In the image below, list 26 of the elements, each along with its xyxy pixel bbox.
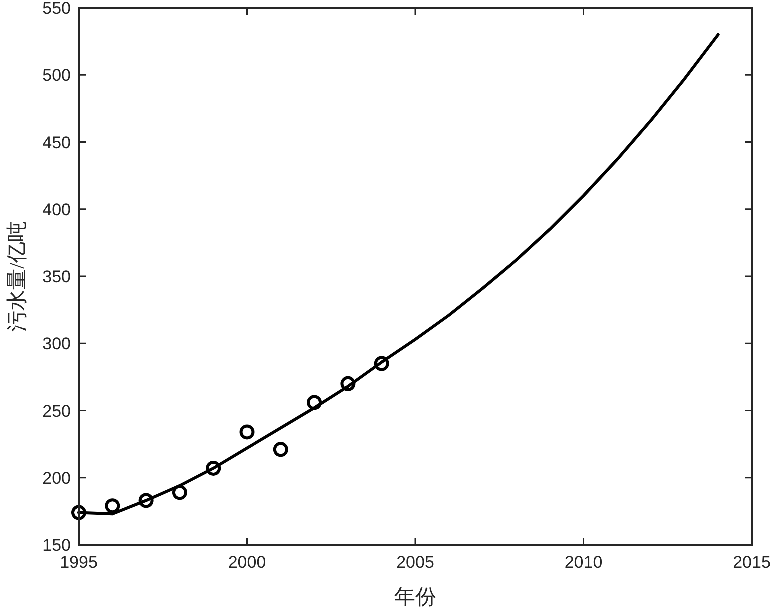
x-tick-label: 2015 xyxy=(733,553,771,572)
point xyxy=(340,376,356,392)
x-tick-label: 2010 xyxy=(564,553,603,572)
x-tick-label: 2005 xyxy=(396,553,434,572)
point xyxy=(273,442,288,458)
x-tick-label: 2000 xyxy=(228,553,266,572)
y-tick-label: 550 xyxy=(42,0,71,18)
y-tick-label: 500 xyxy=(42,66,71,86)
y-tick-label: 450 xyxy=(42,133,71,152)
point xyxy=(105,498,120,514)
y-axis-title: 污水量/亿吨 xyxy=(5,221,29,332)
y-tick-label: 200 xyxy=(42,468,71,488)
y-tick-label: 400 xyxy=(42,200,71,220)
point xyxy=(72,505,86,520)
y-tick-label: 300 xyxy=(42,334,71,354)
y-tick-label: 250 xyxy=(42,402,71,421)
x-tick-label: 1995 xyxy=(60,553,98,572)
point xyxy=(374,356,390,372)
y-tick-label: 150 xyxy=(42,536,71,555)
point xyxy=(138,493,154,508)
point xyxy=(206,460,222,476)
x-axis-title: 年份 xyxy=(394,585,436,609)
y-tick-label: 350 xyxy=(42,268,71,286)
point xyxy=(172,485,188,500)
point xyxy=(307,395,322,410)
point xyxy=(240,424,255,440)
